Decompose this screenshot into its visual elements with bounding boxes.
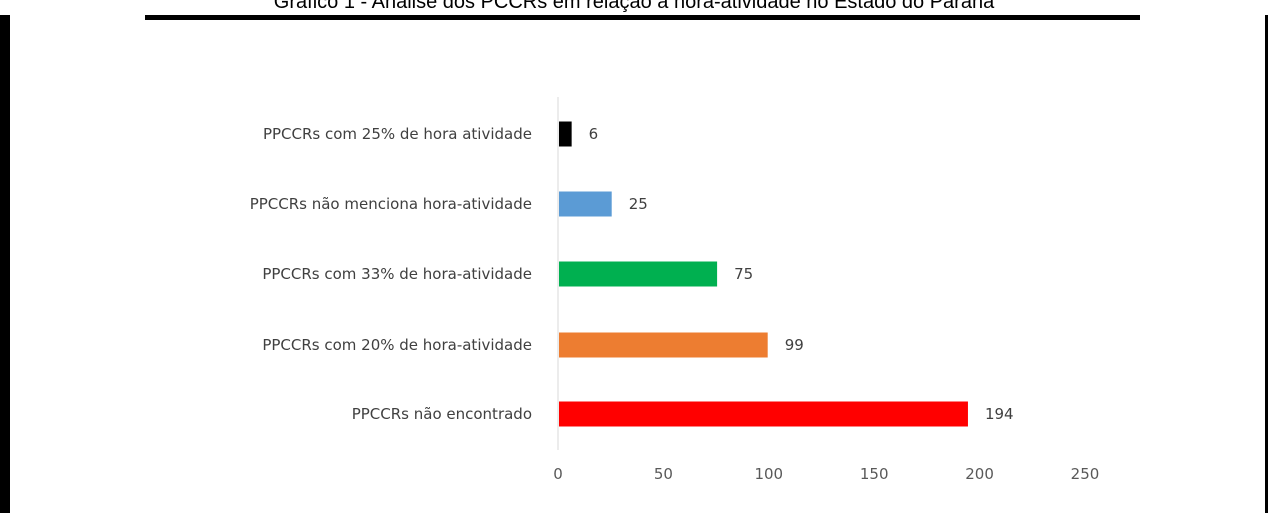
frame-notch-right [1140, 15, 1265, 20]
data-label: 25 [629, 195, 648, 213]
data-label: 75 [734, 265, 753, 283]
bar [559, 121, 572, 147]
bar [559, 332, 768, 358]
bar [559, 261, 718, 287]
category-label: PPCCRs com 25% de hora atividade [263, 125, 532, 143]
frame-top-border [0, 15, 1268, 20]
bar [559, 191, 612, 217]
frame-left-border [0, 15, 10, 513]
data-label: 99 [785, 336, 804, 354]
category-label: PPCCRs com 33% de hora-atividade [262, 265, 532, 283]
x-tick-label: 250 [1071, 465, 1100, 483]
x-tick-label: 50 [654, 465, 673, 483]
bar [559, 401, 968, 427]
x-tick-label: 200 [965, 465, 994, 483]
frame-notch-left [10, 15, 145, 20]
chart-caption: Gráfico 1 - Análise dos PCCRs em relação… [273, 0, 995, 13]
frame-right-border [1265, 15, 1268, 513]
x-tick-label: 0 [553, 465, 563, 483]
category-label: PPCCRs não menciona hora-atividade [250, 195, 532, 213]
x-tick-label: 100 [754, 465, 783, 483]
x-tick-label: 150 [860, 465, 889, 483]
category-label: PPCCRs não encontrado [352, 405, 532, 423]
data-label: 6 [589, 125, 599, 143]
data-label: 194 [985, 405, 1014, 423]
category-label: PPCCRs com 20% de hora-atividade [262, 336, 532, 354]
